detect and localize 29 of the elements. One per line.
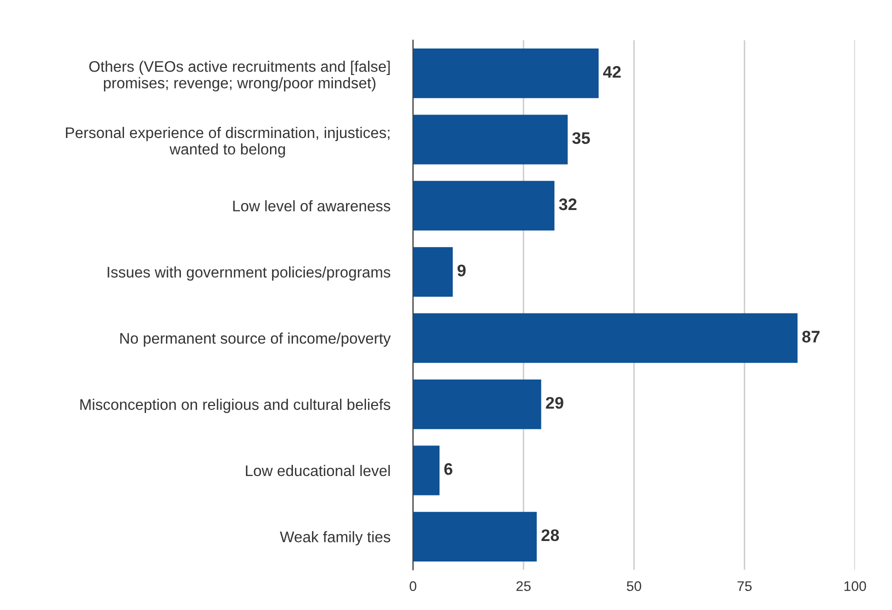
data-label: 42	[603, 66, 621, 78]
bar	[413, 446, 440, 496]
y-tick-label: Others (VEOs active recruitments and [false] promises; revenge; wrong/poor mindset)	[89, 60, 390, 92]
data-label: 6	[444, 463, 452, 475]
bar	[413, 247, 453, 297]
bar	[413, 48, 599, 98]
x-tick-label: 75	[737, 581, 752, 592]
x-tick-label: 100	[844, 581, 866, 592]
data-label: 32	[558, 198, 576, 210]
y-tick-label: Issues with government policies/programs	[108, 266, 390, 281]
y-tick-label: Personal experience of discrmination, injustices; wanted to belong	[66, 126, 390, 158]
data-label: 87	[802, 330, 820, 343]
y-tick-label: Weak family ties	[280, 531, 390, 546]
x-tick-label: 25	[516, 581, 531, 592]
bar	[413, 379, 542, 430]
data-label: 28	[542, 529, 559, 542]
y-tick-label: Misconception on religious and cultural beliefs	[80, 398, 390, 413]
data-label: 35	[572, 132, 590, 144]
y-tick-label: Low educational level	[246, 464, 390, 476]
data-label: 29	[546, 396, 564, 409]
data-label: 9	[458, 264, 466, 276]
x-tick-label: 50	[626, 581, 642, 592]
y-tick-label: Low level of awareness	[233, 200, 390, 212]
bar	[413, 114, 568, 164]
y-tick-label: No permanent source of income/poverty	[120, 332, 391, 347]
bar	[413, 180, 554, 231]
x-tick-label: 0	[410, 581, 416, 592]
bar	[413, 313, 798, 363]
bar	[413, 512, 537, 562]
